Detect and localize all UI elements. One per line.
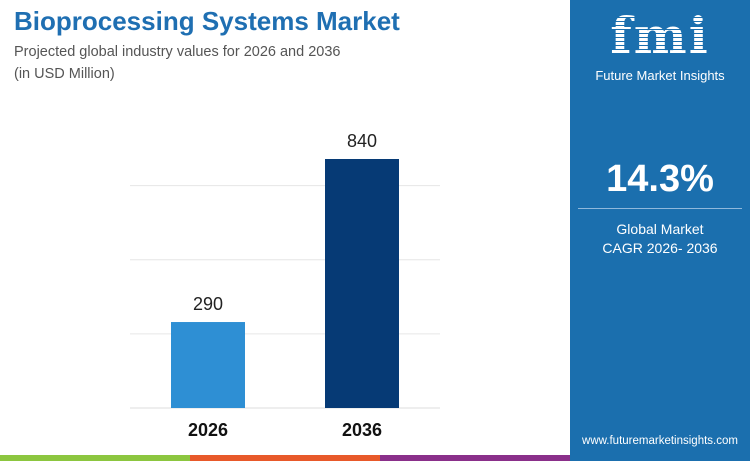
cagr-label-1: Global Market: [616, 221, 704, 237]
brand-name: Future Market Insights: [595, 68, 725, 83]
bar-2026: [171, 322, 245, 408]
x-tick-label: 2036: [342, 420, 382, 440]
divider: [578, 208, 742, 209]
cagr-label: Global Market CAGR 2026- 2036: [570, 220, 750, 258]
footer-strip-orange: [190, 455, 380, 461]
unit-label: (in USD Million): [14, 66, 115, 82]
website-link[interactable]: www.futuremarketinsights.com: [582, 435, 738, 447]
fmi-logo: fmi: [570, 6, 750, 65]
bar-2036: [325, 159, 399, 408]
chart-title: Bioprocessing Systems Market: [14, 6, 400, 36]
chart-subtitle: Projected global industry values for 202…: [14, 44, 341, 60]
x-tick-label: 2026: [188, 420, 228, 440]
cagr-label-2: CAGR 2026- 2036: [602, 240, 718, 256]
cagr-value: 14.3%: [606, 158, 714, 200]
data-label: 290: [193, 294, 223, 314]
footer-strip-purple: [380, 455, 570, 461]
bar-chart: 290 2026 840 2036: [130, 131, 440, 440]
footer-strip-green: [0, 455, 190, 461]
data-label: 840: [347, 131, 377, 151]
sidebar-panel: fmi Future Market Insights 14.3% Global …: [570, 0, 750, 461]
